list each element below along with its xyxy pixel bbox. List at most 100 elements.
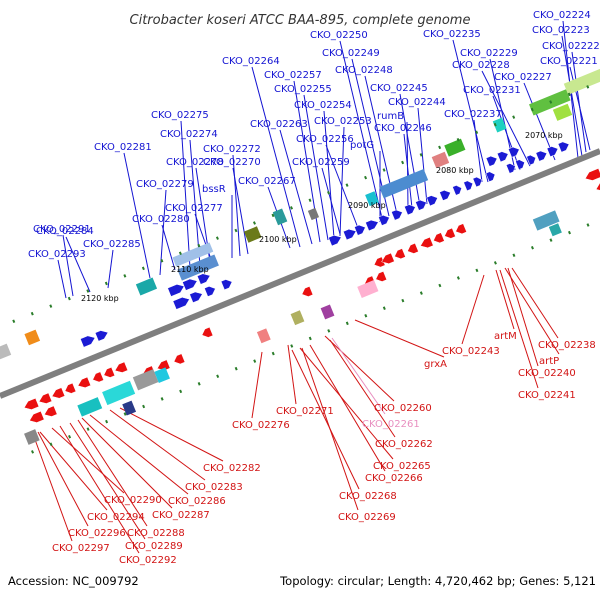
forward-gene-arrow xyxy=(354,224,366,236)
forward-gene-label: CKO_02275 xyxy=(151,110,209,121)
ruler-tick xyxy=(160,397,164,401)
domain-box xyxy=(177,254,219,281)
forward-gene-label: CKO_02259 xyxy=(292,157,350,168)
forward-gene-label: CKO_02255 xyxy=(274,84,332,95)
ruler-tick xyxy=(104,281,108,286)
reverse-gene-arrow xyxy=(407,242,419,254)
ruler-tick xyxy=(345,183,349,187)
forward-label-line xyxy=(180,120,191,269)
ruler-tick xyxy=(475,268,479,273)
reverse-label-line xyxy=(301,347,359,511)
forward-gene-arrow xyxy=(439,190,451,201)
kbp-marker: 2120 kbp xyxy=(81,294,119,303)
reverse-gene-label: CKO_02260 xyxy=(374,403,432,414)
domain-box xyxy=(243,226,262,243)
forward-gene-label: CKO_02248 xyxy=(335,65,393,76)
forward-label-line xyxy=(481,70,531,167)
forward-gene-label: CKO_02280 xyxy=(132,214,190,225)
reverse-gene-label: CKO_02282 xyxy=(203,463,261,474)
forward-label-line xyxy=(325,144,359,229)
reverse-gene-arrow xyxy=(394,248,406,260)
reverse-label-line xyxy=(299,347,394,460)
forward-gene-label: bssR xyxy=(202,184,226,195)
reverse-label-line xyxy=(69,422,146,540)
forward-gene-arrow xyxy=(182,278,198,291)
forward-gene-label: CKO_02253 xyxy=(314,116,372,127)
ruler-tick xyxy=(401,298,405,303)
ruler-tick xyxy=(512,115,516,119)
ruler-tick xyxy=(345,321,349,326)
diagram-title: Citrobacter koseri ATCC BAA-895, complet… xyxy=(130,13,471,28)
reverse-gene-arrow xyxy=(173,353,186,365)
ruler-tick xyxy=(493,122,497,127)
ruler-tick xyxy=(197,382,201,386)
ruler-tick xyxy=(123,274,127,278)
genome-backbone xyxy=(0,148,600,399)
forward-gene-label: CKO_02277 xyxy=(165,203,223,214)
forward-gene-arrow xyxy=(535,150,548,162)
forward-label-line xyxy=(492,95,521,171)
reverse-gene-label: artP xyxy=(539,356,559,367)
ruler-tick xyxy=(419,153,423,157)
forward-label-line xyxy=(107,249,114,289)
reverse-gene-arrow xyxy=(23,397,40,410)
forward-gene-arrow xyxy=(452,185,462,196)
forward-gene-label: CKO_02279 xyxy=(136,179,194,190)
reverse-gene-label: CKO_02289 xyxy=(125,541,183,552)
ruler-tick xyxy=(308,198,312,203)
forward-gene-arrow xyxy=(496,151,509,163)
forward-gene-label: CKO_02285 xyxy=(83,239,141,250)
reverse-gene-label: CKO_02276 xyxy=(232,420,290,431)
domain-box xyxy=(272,208,288,226)
forward-label-line xyxy=(339,126,345,237)
reverse-label-line xyxy=(511,267,559,339)
reverse-gene-label: CKO_02238 xyxy=(538,340,596,351)
ruler-tick xyxy=(567,230,571,235)
ruler-tick xyxy=(49,442,53,447)
reverse-label-line xyxy=(109,409,206,481)
domain-box xyxy=(77,397,103,417)
ruler-tick xyxy=(12,319,16,324)
reverse-gene-arrow xyxy=(103,366,116,378)
pseudo-gene-label: CKO_02261 xyxy=(362,419,420,430)
forward-gene-arrow xyxy=(404,204,416,216)
forward-label-line xyxy=(323,110,335,239)
ruler-tick xyxy=(141,266,145,271)
ruler-tick xyxy=(216,374,220,379)
domain-box xyxy=(492,117,507,133)
reverse-gene-label: artM xyxy=(494,331,517,342)
reverse-gene-arrow xyxy=(51,387,66,399)
forward-gene-arrow xyxy=(378,214,390,226)
ruler-tick xyxy=(105,419,109,424)
reverse-label-line xyxy=(324,335,395,402)
domain-box xyxy=(256,328,271,344)
domain-box xyxy=(357,280,379,298)
reverse-gene-label: CKO_02241 xyxy=(518,390,576,401)
domain-box xyxy=(122,400,137,416)
ruler-tick xyxy=(401,160,405,165)
reverse-gene-label: CKO_02283 xyxy=(185,482,243,493)
ruler-tick xyxy=(197,243,201,248)
forward-gene-label: CKO_02293 xyxy=(28,249,86,260)
ruler-tick xyxy=(438,283,442,288)
ruler-tick xyxy=(86,427,90,431)
forward-gene-arrow xyxy=(204,286,216,297)
forward-gene-arrow xyxy=(426,195,438,207)
ruler-tick xyxy=(475,130,479,135)
forward-label-line xyxy=(417,107,428,205)
reverse-gene-arrow xyxy=(444,227,456,239)
forward-gene-label: CKO_02249 xyxy=(322,48,380,59)
reverse-label-line xyxy=(89,414,189,495)
domain-box xyxy=(290,310,305,326)
domain-box xyxy=(552,103,573,121)
ruler-tick xyxy=(364,175,368,180)
reverse-label-line xyxy=(37,431,89,527)
reverse-label-line xyxy=(504,267,560,355)
forward-gene-arrow xyxy=(196,273,211,285)
forward-gene-label: CKO_02257 xyxy=(264,70,322,81)
forward-gene-arrow xyxy=(526,154,537,166)
reverse-gene-label: CKO_02288 xyxy=(127,528,185,539)
forward-gene-arrow xyxy=(80,335,96,348)
forward-gene-label: CKO_02227 xyxy=(494,72,552,83)
